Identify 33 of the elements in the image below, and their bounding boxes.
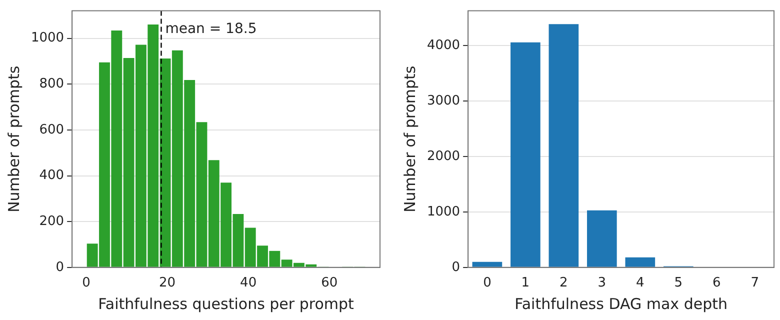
x-tick-label: 7 xyxy=(750,276,760,291)
x-tick-label: 1 xyxy=(521,276,530,291)
bar xyxy=(510,42,540,267)
y-tick-label: 1000 xyxy=(426,204,460,220)
bar xyxy=(548,24,579,267)
y-tick-label: 200 xyxy=(39,214,64,229)
y-axis-title: Number of prompts xyxy=(4,66,23,212)
x-tick-label: 3 xyxy=(598,276,606,291)
x-tick-label: 4 xyxy=(636,276,644,291)
y-tick-label: 2000 xyxy=(426,148,460,164)
y-tick-label: 600 xyxy=(39,122,64,138)
x-tick-label: 5 xyxy=(674,276,683,291)
x-tick-label: 0 xyxy=(483,276,492,291)
x-tick-label: 40 xyxy=(240,276,257,291)
y-tick-label: 4000 xyxy=(426,38,460,54)
x-axis-title: Faithfulness DAG max depth xyxy=(514,294,728,313)
bar xyxy=(472,262,502,267)
ref-line-label: mean = 18.5 xyxy=(165,20,257,37)
bar xyxy=(587,210,617,267)
y-tick-label: 800 xyxy=(39,76,64,92)
y-tick-label: 400 xyxy=(39,168,64,184)
x-tick-label: 6 xyxy=(712,276,721,291)
x-tick-label: 2 xyxy=(560,276,568,291)
y-tick-label: 1000 xyxy=(30,30,64,46)
y-tick-label: 0 xyxy=(56,260,64,275)
y-tick-label: 3000 xyxy=(426,94,460,109)
x-tick-label: 0 xyxy=(82,276,90,291)
bar xyxy=(625,257,656,267)
x-axis-title: Faithfulness questions per prompt xyxy=(98,294,354,313)
y-tick-label: 0 xyxy=(452,260,460,275)
y-axis-title: Number of prompts xyxy=(400,66,419,212)
x-tick-label: 20 xyxy=(159,276,176,291)
x-tick-label: 60 xyxy=(321,276,338,291)
